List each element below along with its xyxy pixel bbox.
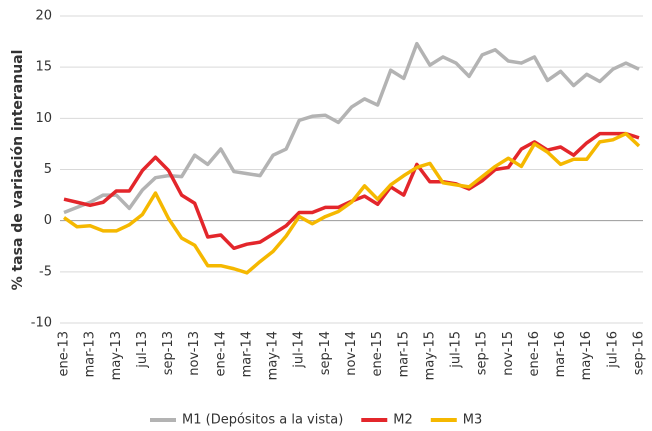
x-tick-label: sep-14 [318, 331, 333, 375]
x-tick-label: nov-13 [187, 331, 202, 376]
legend-label: M2 [393, 413, 413, 428]
x-tick-label: mar-13 [83, 331, 98, 377]
y-tick-label: 10 [35, 111, 52, 126]
y-tick-label: -5 [39, 264, 52, 279]
x-tick-label: ene-16 [527, 331, 542, 376]
x-tick-label: jul-15 [449, 331, 464, 369]
line-series [63, 131, 640, 251]
y-axis-label: % tasa de variación interanual [10, 50, 26, 291]
x-tick-label: mar-15 [396, 331, 411, 377]
y-tick-label: 0 [44, 213, 52, 228]
x-tick-label: may-14 [266, 331, 281, 380]
x-tick-label: mar-14 [239, 331, 254, 377]
x-tick-label: jul-14 [292, 331, 307, 369]
x-tick-label: sep-16 [632, 331, 647, 375]
x-tick-label: sep-13 [161, 331, 176, 375]
x-tick-label: may-16 [579, 331, 594, 380]
x-tick-label: ene-13 [57, 331, 72, 376]
line-series [62, 131, 641, 275]
y-tick-label: 20 [35, 9, 52, 24]
x-tick-label: may-15 [422, 331, 437, 380]
x-tick-label: jul-16 [605, 331, 620, 369]
y-tick-label: 15 [35, 60, 52, 75]
x-tick-label: ene-14 [213, 331, 228, 376]
legend-label: M3 [463, 413, 483, 428]
x-tick-label: nov-15 [501, 331, 516, 376]
line-series [63, 41, 640, 215]
x-tick-label: mar-16 [553, 331, 568, 377]
legend-label: M1 (Depósitos a la vista) [182, 413, 343, 428]
y-tick-label: 5 [44, 162, 52, 177]
x-tick-label: jul-13 [135, 331, 150, 369]
x-tick-label: ene-15 [370, 331, 385, 376]
x-tick-label: sep-15 [475, 331, 490, 375]
y-tick-label: -10 [31, 316, 52, 331]
x-tick-label: nov-14 [344, 331, 359, 376]
x-tick-label: may-13 [109, 331, 124, 380]
